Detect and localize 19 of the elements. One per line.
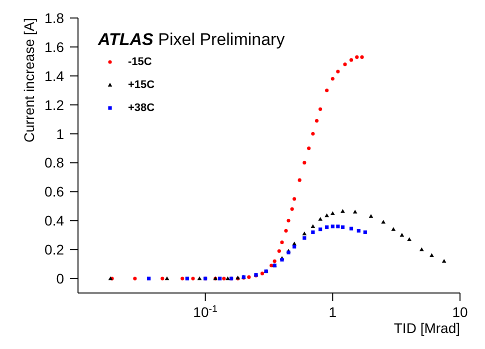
y-axis-title: Current increase [A] — [21, 18, 37, 142]
x-tick-label: 10 — [452, 304, 468, 320]
y-tick-label: 0.8 — [44, 154, 64, 171]
y-tick-label: 1.8 — [44, 10, 64, 26]
y-tick-label: 1.4 — [44, 68, 64, 84]
y-tick-label: 0 — [56, 270, 64, 287]
y-tick-label: 0.6 — [44, 184, 64, 200]
x-tick-label: 1 — [328, 304, 337, 320]
legend-label: -15C — [128, 56, 152, 68]
y-tick-label: 0.2 — [44, 242, 64, 258]
x-axis-title: TID [Mrad] — [394, 320, 460, 336]
annotation: ATLAS Pixel Preliminary — [98, 30, 285, 50]
y-tick-label: 1.6 — [44, 38, 64, 55]
legend-label: +15C — [128, 78, 155, 90]
y-tick-label: 1.2 — [44, 96, 64, 113]
y-tick-label: 1 — [56, 126, 64, 142]
x-tick-label: 10$^{-1}$ — [193, 304, 218, 320]
legend-label: +38C — [128, 102, 155, 114]
y-tick-label: 0.4 — [44, 212, 64, 229]
